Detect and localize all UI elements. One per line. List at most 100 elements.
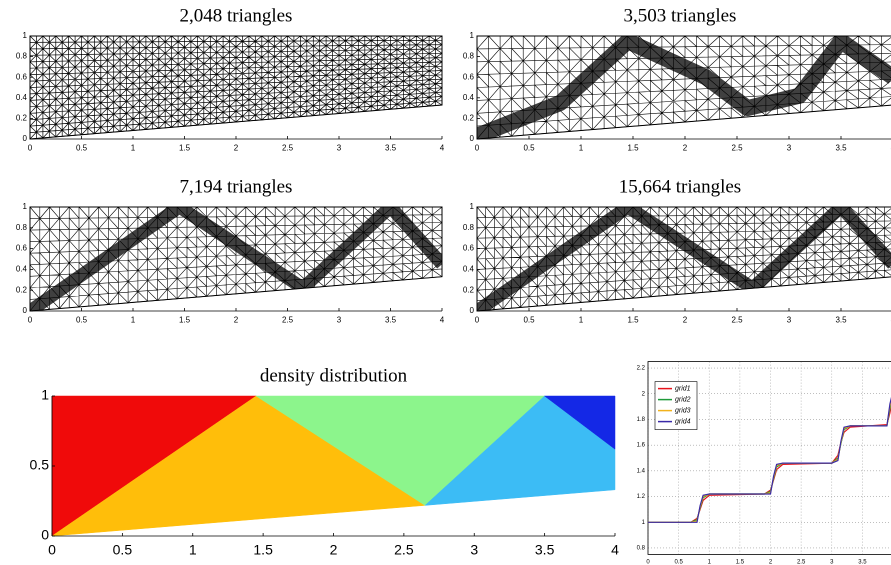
y-tick-label: 1 — [23, 31, 28, 40]
x-tick-label: 3.5 — [835, 143, 847, 152]
x-tick-label: 3 — [830, 559, 834, 565]
y-tick-label: 0.4 — [463, 93, 475, 102]
y-tick-label: 1 — [642, 520, 646, 526]
y-tick-label: 0.8 — [463, 52, 475, 61]
y-tick-label: 2.2 — [637, 366, 646, 372]
y-tick-label: 0 — [470, 306, 475, 315]
refined-band — [477, 36, 891, 139]
y-tick-label: 1 — [470, 31, 475, 40]
x-tick-label: 0 — [28, 143, 33, 152]
y-tick-label: 1 — [470, 202, 475, 211]
y-tick-label: 0 — [470, 134, 475, 143]
x-tick-label: 1.5 — [179, 143, 191, 152]
panel: grid1 grid2 grid3 grid4 0 0.5 1 1.5 2 2.5 3 3.5 0.8 1… — [637, 361, 891, 565]
panel: 15,664 triangles00.511.522.533.5400.20.4… — [463, 176, 891, 324]
x-tick-label: 4 — [440, 143, 445, 152]
x-tick-label: 3 — [337, 315, 342, 324]
density-region — [543, 395, 616, 450]
panel-title: density distribution — [260, 365, 408, 386]
x-tick-label: 2 — [234, 315, 239, 324]
x-tick-label: 3.5 — [858, 559, 867, 565]
y-tick-label: 0.5 — [30, 457, 50, 473]
x-tick-label: 4 — [611, 541, 619, 557]
panel: 2,048 triangles 0 0.5 1 1.5 2 2.5 3 3.5 4 0 0.2 0.4 0… — [16, 5, 445, 152]
y-tick-label: 1 — [23, 202, 28, 211]
x-tick-label: 0 — [48, 541, 56, 557]
x-tick-label: 2.5 — [394, 541, 414, 557]
x-tick-label: 2.5 — [731, 315, 743, 324]
x-tick-label: 0.5 — [76, 143, 88, 152]
panel-title: 2,048 triangles — [180, 5, 293, 26]
x-tick-label: 0.5 — [523, 143, 535, 152]
x-tick-label: 1 — [131, 315, 136, 324]
x-tick-label: 1 — [579, 315, 584, 324]
y-tick-label: 0.2 — [463, 285, 475, 294]
y-tick-label: 0.8 — [16, 52, 28, 61]
y-tick-label: 0.2 — [16, 114, 28, 123]
x-tick-label: 1.5 — [627, 143, 639, 152]
x-tick-label: 2 — [330, 541, 338, 557]
x-tick-label: 2 — [683, 315, 688, 324]
x-tick-label: 0 — [646, 559, 650, 565]
x-tick-label: 1.5 — [627, 315, 639, 324]
x-tick-label: 3.5 — [385, 315, 397, 324]
panel: density distribution 0 0.5 1 1.5 2 2.5 3 3.5 4 0 0.… — [30, 365, 620, 557]
legend-label: grid2 — [675, 396, 691, 403]
mesh-lines — [29, 35, 443, 140]
x-tick-label: 3.5 — [535, 541, 555, 557]
x-tick-label: 3.5 — [835, 315, 847, 324]
x-tick-label: 0.5 — [523, 315, 535, 324]
y-tick-label: 0.6 — [16, 72, 28, 81]
x-tick-label: 3 — [787, 315, 792, 324]
series-line — [648, 396, 891, 523]
x-tick-label: 3 — [470, 541, 478, 557]
y-tick-label: 0.4 — [463, 265, 475, 274]
legend-label: grid4 — [675, 418, 691, 425]
x-tick-label: 0 — [28, 315, 33, 324]
legend-label: grid3 — [675, 407, 691, 414]
x-tick-label: 2 — [683, 143, 688, 152]
legend-label: grid1 — [675, 385, 691, 392]
x-tick-label: 2 — [769, 559, 773, 565]
x-tick-label: 0.5 — [674, 559, 683, 565]
y-tick-label: 0.6 — [463, 72, 475, 81]
y-tick-label: 0.2 — [463, 114, 475, 123]
x-tick-label: 2 — [234, 143, 239, 152]
y-tick-label: 1.8 — [637, 417, 646, 423]
x-tick-label: 2.5 — [731, 143, 743, 152]
panel-title: 7,194 triangles — [180, 176, 293, 197]
x-tick-label: 1 — [189, 541, 197, 557]
x-tick-label: 0.5 — [113, 541, 133, 557]
x-tick-label: 4 — [440, 315, 445, 324]
y-tick-label: 0 — [23, 134, 28, 143]
x-tick-label: 2.5 — [282, 315, 294, 324]
x-tick-label: 1 — [579, 143, 584, 152]
x-tick-label: 2.5 — [282, 143, 294, 152]
y-tick-label: 0.8 — [16, 223, 28, 232]
y-tick-label: 1.4 — [637, 468, 646, 474]
panel-title: 3,503 triangles — [624, 5, 737, 26]
x-tick-label: 0 — [475, 143, 480, 152]
y-tick-label: 1.2 — [637, 494, 646, 500]
y-tick-label: 0 — [23, 306, 28, 315]
x-tick-label: 3 — [787, 143, 792, 152]
x-tick-label: 0.5 — [76, 315, 88, 324]
y-tick-label: 2 — [642, 391, 646, 397]
panel: 3,503 triangles00.511.522.533.5400.20.40… — [463, 5, 891, 152]
plot-frame — [647, 361, 891, 555]
y-tick-label: 0.6 — [16, 244, 28, 253]
y-tick-label: 0 — [41, 527, 49, 543]
y-tick-label: 0.4 — [16, 265, 28, 274]
y-tick-label: 0.8 — [463, 223, 475, 232]
y-tick-label: 0.4 — [16, 93, 28, 102]
x-tick-label: 1 — [708, 559, 712, 565]
x-tick-label: 3.5 — [385, 143, 397, 152]
y-tick-label: 0.6 — [463, 244, 475, 253]
x-tick-label: 1.5 — [179, 315, 191, 324]
x-tick-label: 3 — [337, 143, 342, 152]
panel: 7,194 triangles 0 0.5 1 1.5 2 2.5 3 3.5 4 0 0.2 0.4 0… — [16, 176, 445, 324]
x-tick-label: 1.5 — [736, 559, 745, 565]
x-tick-label: 0 — [475, 315, 480, 324]
x-tick-label: 2.5 — [797, 559, 806, 565]
